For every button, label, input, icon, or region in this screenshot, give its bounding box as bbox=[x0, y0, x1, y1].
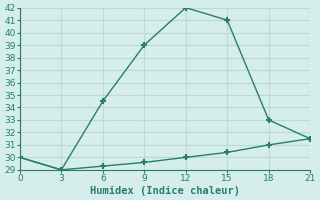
X-axis label: Humidex (Indice chaleur): Humidex (Indice chaleur) bbox=[90, 186, 240, 196]
